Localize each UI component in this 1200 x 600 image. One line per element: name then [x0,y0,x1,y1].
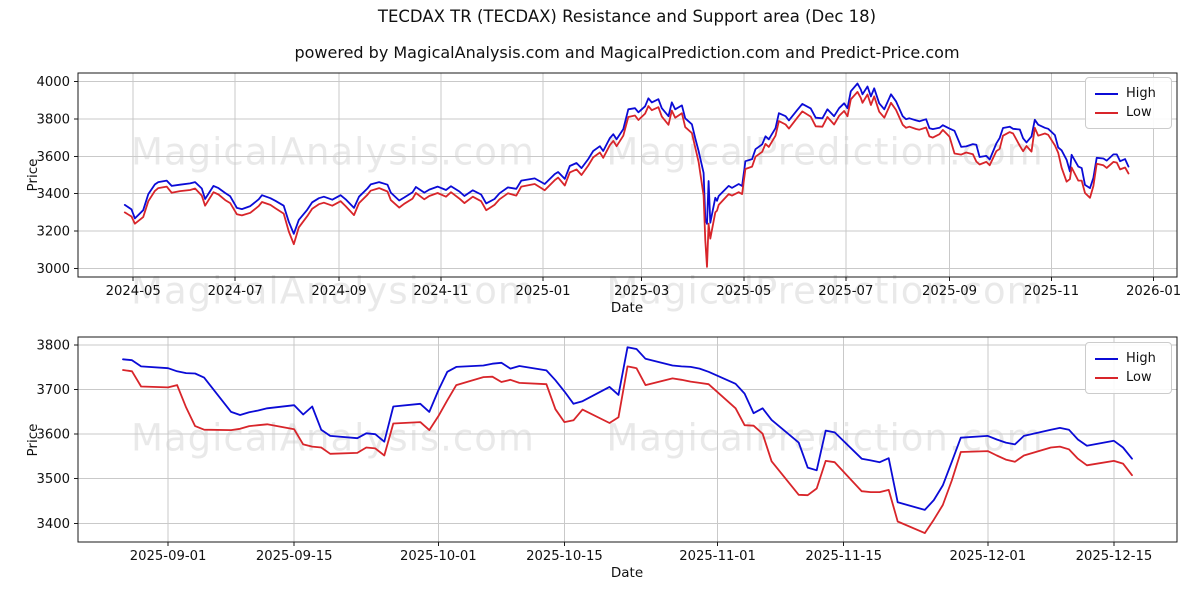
svg-text:4000: 4000 [36,75,70,90]
watermark-magicalanalysis-3: MagicalAnalysis.com [131,416,535,460]
low-line-swatch [1095,376,1118,379]
svg-text:3800: 3800 [36,112,70,127]
svg-text:3800: 3800 [36,339,70,354]
svg-text:3200: 3200 [36,225,70,240]
svg-text:2025-01: 2025-01 [515,284,570,299]
svg-text:2025-11-01: 2025-11-01 [679,549,756,564]
high-line-swatch [1095,92,1118,95]
legend-label-high: High [1126,351,1156,366]
svg-text:2024-11: 2024-11 [413,284,468,299]
svg-text:3600: 3600 [36,428,70,443]
svg-text:2025-12-15: 2025-12-15 [1076,549,1153,564]
svg-text:3000: 3000 [36,262,70,277]
svg-text:2025-09-01: 2025-09-01 [130,549,207,564]
svg-text:3500: 3500 [36,472,70,487]
y-axis-label-top: Price [25,158,41,192]
legend-item-low: Low [1095,368,1171,387]
watermark-magicalprediction-1: MagicalPrediction.com [606,130,1044,174]
svg-text:3600: 3600 [36,150,70,165]
legend-bottom: High Low [1085,342,1172,394]
figure-title: TECDAX TR (TECDAX) Resistance and Suppor… [377,7,877,26]
svg-text:2025-09: 2025-09 [922,284,977,299]
svg-text:2026-01: 2026-01 [1126,284,1181,299]
legend-top: High Low [1085,77,1172,129]
svg-text:2024-09: 2024-09 [311,284,366,299]
svg-text:2025-12-01: 2025-12-01 [950,549,1027,564]
figure-subtitle: powered by MagicalAnalysis.com and Magic… [294,43,960,62]
legend-label-low: Low [1126,105,1152,120]
x-axis-label-bottom: Date [610,565,644,581]
svg-text:2025-03: 2025-03 [614,284,669,299]
x-axis-label-top: Date [610,300,644,316]
legend-item-low: Low [1095,103,1171,122]
legend-item-high: High [1095,349,1171,368]
legend-item-high: High [1095,84,1171,103]
svg-text:3400: 3400 [36,517,70,532]
svg-text:2025-10-15: 2025-10-15 [526,549,603,564]
svg-text:2024-07: 2024-07 [208,284,263,299]
svg-text:2024-05: 2024-05 [106,284,161,299]
legend-label-high: High [1126,86,1156,101]
high-line-swatch [1095,357,1118,360]
svg-text:2025-11: 2025-11 [1024,284,1079,299]
svg-text:2025-10-01: 2025-10-01 [400,549,477,564]
low-line-swatch [1095,111,1118,114]
y-axis-label-bottom: Price [25,423,41,457]
svg-text:2025-11-15: 2025-11-15 [805,549,882,564]
svg-text:3700: 3700 [36,383,70,398]
svg-text:2025-09-15: 2025-09-15 [256,549,333,564]
legend-label-low: Low [1126,370,1152,385]
svg-text:2025-07: 2025-07 [818,284,873,299]
svg-text:2025-05: 2025-05 [716,284,771,299]
watermark-magicalanalysis-1: MagicalAnalysis.com [131,130,535,174]
svg-text:3400: 3400 [36,187,70,202]
